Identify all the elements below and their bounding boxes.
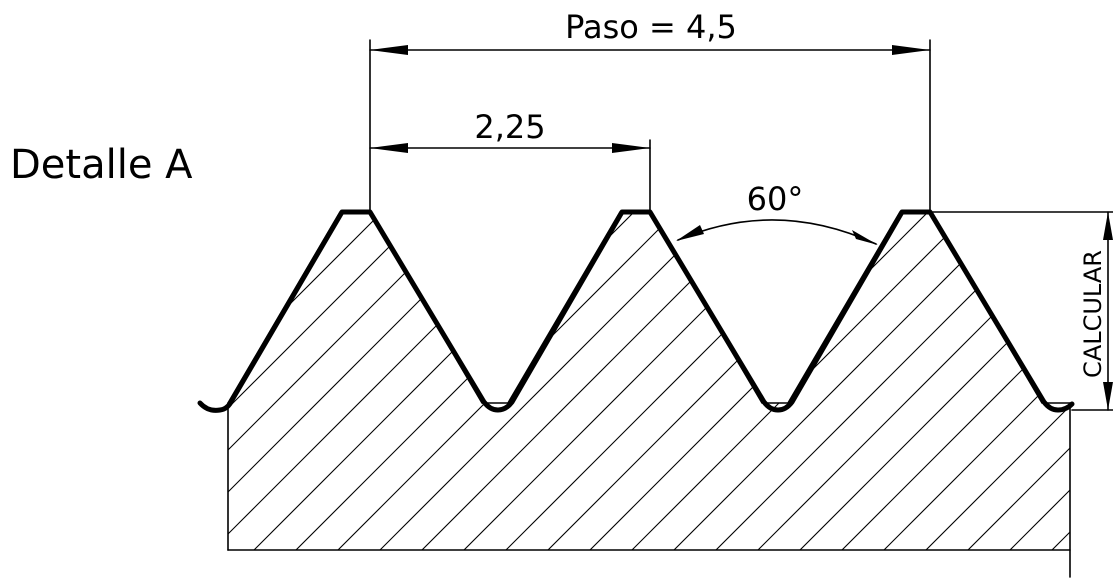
hatch-line xyxy=(228,212,595,550)
depth-dimension: CALCULAR xyxy=(1071,211,1113,411)
arrow-left-icon xyxy=(676,225,704,241)
hatch-line xyxy=(707,212,1070,550)
hatch-line xyxy=(228,212,301,550)
hatch-line xyxy=(833,212,1070,550)
hatch-line xyxy=(329,212,931,550)
hatch-line xyxy=(875,212,1070,550)
arrow-right-icon xyxy=(852,230,878,245)
half-pitch-dimension: 2,25 xyxy=(369,108,651,153)
hatch-line xyxy=(959,212,1070,550)
hatch-line xyxy=(413,212,1015,550)
hatch-line xyxy=(228,212,637,550)
hatch-line xyxy=(539,212,1070,550)
hatch-line xyxy=(749,212,1070,550)
hatch-line xyxy=(665,212,1070,550)
arrow-right-icon xyxy=(892,45,930,55)
thread-profile-thick xyxy=(197,209,1075,413)
hatch-line xyxy=(623,212,1070,550)
hatch-line xyxy=(228,212,511,550)
arrow-left-icon xyxy=(370,45,408,55)
hatch-line xyxy=(287,212,889,550)
hatch-line xyxy=(228,212,763,550)
pitch-dimension: Paso = 4,5 xyxy=(369,8,931,55)
arrow-down-icon xyxy=(1103,382,1113,410)
angle-label: 60° xyxy=(747,180,804,218)
hatch-line xyxy=(497,212,1070,550)
hatch-line xyxy=(228,212,385,550)
section-outline xyxy=(227,402,1071,578)
hatch-line xyxy=(581,212,1070,550)
hatch-line xyxy=(228,212,343,550)
hatch-line xyxy=(228,212,553,550)
extension-lines xyxy=(369,39,1113,213)
pitch-label: Paso = 4,5 xyxy=(565,8,737,46)
half-pitch-label: 2,25 xyxy=(474,108,545,146)
detail-title: Detalle A xyxy=(10,142,193,188)
hatch-line xyxy=(917,212,1070,550)
arrow-left-icon xyxy=(370,143,408,153)
depth-label: CALCULAR xyxy=(1079,250,1107,378)
hatch-line xyxy=(228,212,679,550)
angle-dimension: 60° xyxy=(676,180,878,245)
hatch-line xyxy=(371,212,973,550)
arrow-up-icon xyxy=(1103,212,1113,240)
hatch-line xyxy=(228,212,469,550)
hatch-line xyxy=(228,212,427,550)
thread-profile-thin xyxy=(227,211,1071,404)
hatch-line xyxy=(245,212,847,550)
hatch-line xyxy=(455,212,1057,550)
arrow-right-icon xyxy=(612,143,650,153)
hatch-line xyxy=(791,212,1070,550)
